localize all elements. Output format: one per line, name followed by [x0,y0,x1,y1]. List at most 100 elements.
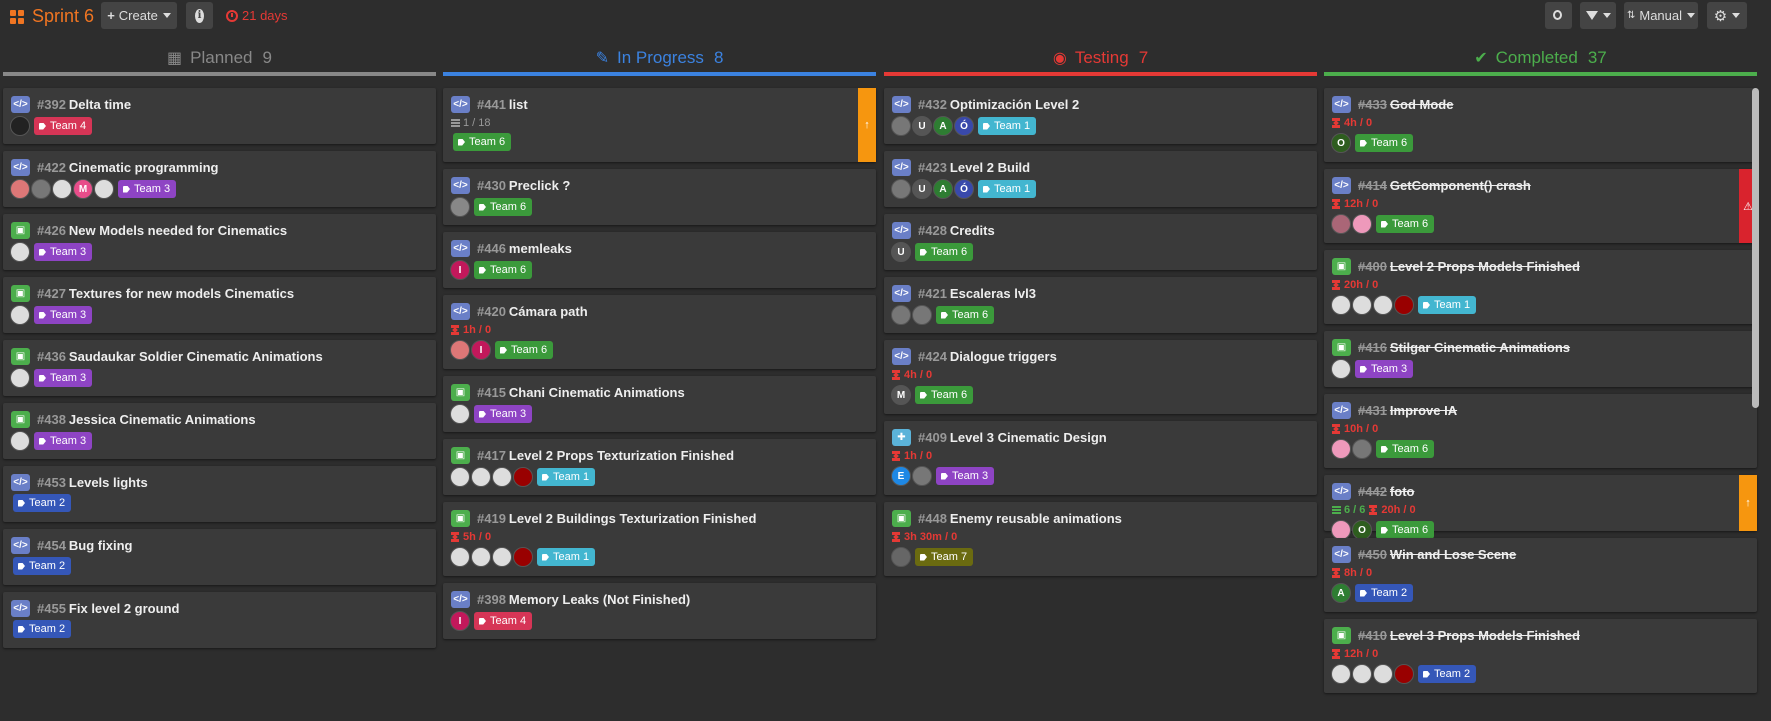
avatar[interactable] [1394,664,1414,684]
avatar[interactable] [1331,520,1351,540]
task-card[interactable]: </> #450 Win and Lose Scene 8h / 0 A Team 2 [1324,538,1757,612]
scrollbar[interactable] [1752,88,1759,408]
create-button[interactable]: + Create [101,2,177,29]
column-header[interactable]: ✎ In Progress 8 [443,44,876,76]
avatar[interactable] [492,467,512,487]
team-tag[interactable]: Team 1 [537,468,596,486]
avatar[interactable] [31,179,51,199]
avatar[interactable] [1352,439,1372,459]
avatar[interactable] [1352,214,1372,234]
team-tag[interactable]: Team 2 [13,494,72,512]
avatar[interactable] [1331,359,1351,379]
avatar[interactable] [513,467,533,487]
avatar[interactable] [891,179,911,199]
team-tag[interactable]: Team 6 [495,341,554,359]
avatar[interactable] [10,368,30,388]
team-tag[interactable]: Team 1 [978,180,1037,198]
avatar[interactable] [1331,214,1351,234]
avatar[interactable] [1373,664,1393,684]
task-card[interactable]: </> #430 Preclick ? Team 6 [443,169,876,225]
team-tag[interactable]: Team 7 [915,548,974,566]
task-card[interactable]: </> #455 Fix level 2 ground Team 2 [3,592,436,648]
team-tag[interactable]: Team 2 [13,620,72,638]
avatar[interactable] [10,305,30,325]
avatar[interactable] [450,197,470,217]
avatar[interactable] [1331,295,1351,315]
team-tag[interactable]: Team 3 [118,180,177,198]
avatar[interactable] [1331,439,1351,459]
avatar[interactable]: Ó [954,179,974,199]
column-header[interactable]: ◉ Testing 7 [884,44,1317,76]
avatar[interactable]: U [891,242,911,262]
team-tag[interactable]: Team 6 [1376,440,1435,458]
column-header[interactable]: ✔ Completed 37 [1324,44,1757,76]
task-card[interactable]: ✚ #409 Level 3 Cinematic Design 1h / 0 E Team… [884,421,1317,495]
task-card[interactable]: ▣ #427 Textures for new models Cinematics T… [3,277,436,333]
team-tag[interactable]: Team 1 [978,117,1037,135]
team-tag[interactable]: Team 6 [474,198,533,216]
avatar[interactable]: A [933,116,953,136]
task-card[interactable]: </> #424 Dialogue triggers 4h / 0 M Team 6 [884,340,1317,414]
avatar[interactable] [450,404,470,424]
task-card[interactable]: </> #442 foto 6 / 6 20h / 0 O Team 6 ↑ [1324,475,1757,540]
avatar[interactable] [10,431,30,451]
task-card[interactable]: ▣ #416 Stilgar Cinematic Animations Team 3 [1324,331,1757,387]
avatar[interactable]: I [450,611,470,631]
avatar[interactable]: O [1331,133,1351,153]
avatar[interactable] [94,179,114,199]
task-card[interactable]: </> #432 Optimización Level 2 U A Ó Team 1 [884,88,1317,144]
team-tag[interactable]: Team 6 [453,133,512,151]
team-tag[interactable]: Team 3 [34,432,93,450]
task-card[interactable]: </> #392 Delta time Team 4 [3,88,436,144]
avatar[interactable] [471,467,491,487]
avatar[interactable]: I [450,260,470,280]
task-card[interactable]: </> #398 Memory Leaks (Not Finished) I Team … [443,583,876,639]
team-tag[interactable]: Team 6 [1355,134,1414,152]
task-card[interactable]: </> #428 Credits U Team 6 [884,214,1317,270]
avatar[interactable] [891,547,911,567]
task-card[interactable]: ▣ #448 Enemy reusable animations 3h 30m / 0… [884,502,1317,576]
team-tag[interactable]: Team 6 [474,261,533,279]
settings-button[interactable]: ⚙ [1707,2,1747,29]
task-card[interactable]: ▣ #415 Chani Cinematic Animations Team 3 [443,376,876,432]
avatar[interactable] [450,547,470,567]
avatar[interactable] [471,547,491,567]
task-card[interactable]: ▣ #410 Level 3 Props Models Finished 12h / … [1324,619,1757,693]
info-button[interactable]: i [186,2,213,29]
team-tag[interactable]: Team 2 [1418,665,1477,683]
task-card[interactable]: </> #433 God Mode 4h / 0 O Team 6 [1324,88,1757,162]
task-card[interactable]: ▣ #426 New Models needed for Cinematics Tea… [3,214,436,270]
filter-button[interactable] [1580,2,1616,29]
team-tag[interactable]: Team 4 [34,117,93,135]
team-tag[interactable]: Team 4 [474,612,533,630]
team-tag[interactable]: Team 3 [34,243,93,261]
task-card[interactable]: </> #422 Cinematic programming M Team 3 [3,151,436,207]
avatar[interactable] [891,305,911,325]
avatar[interactable] [1373,295,1393,315]
sprint-selector[interactable]: Sprint 6 [10,6,94,27]
task-card[interactable]: </> #420 Cámara path 1h / 0 I Team 6 [443,295,876,369]
task-card[interactable]: </> #453 Levels lights Team 2 [3,466,436,522]
team-tag[interactable]: Team 3 [936,467,995,485]
task-card[interactable]: ▣ #438 Jessica Cinematic Animations Team 3 [3,403,436,459]
avatar[interactable]: E [891,466,911,486]
team-tag[interactable]: Team 3 [1355,360,1414,378]
avatar[interactable]: U [912,179,932,199]
avatar[interactable]: A [1331,583,1351,603]
avatar[interactable] [1352,664,1372,684]
task-card[interactable]: </> #431 Improve IA 10h / 0 Team 6 [1324,394,1757,468]
team-tag[interactable]: Team 2 [1355,584,1414,602]
task-card[interactable]: ▣ #400 Level 2 Props Models Finished 20h / … [1324,250,1757,324]
task-card[interactable]: ▣ #419 Level 2 Buildings Texturization Fin… [443,502,876,576]
task-card[interactable]: ▣ #436 Saudaukar Soldier Cinematic Animati… [3,340,436,396]
task-card[interactable]: </> #414 GetComponent() crash 12h / 0 Team 6… [1324,169,1757,243]
team-tag[interactable]: Team 1 [1418,296,1477,314]
task-card[interactable]: </> #423 Level 2 Build U A Ó Team 1 [884,151,1317,207]
team-tag[interactable]: Team 2 [13,557,72,575]
avatar[interactable] [492,547,512,567]
avatar[interactable] [891,116,911,136]
team-tag[interactable]: Team 1 [537,548,596,566]
team-tag[interactable]: Team 3 [474,405,533,423]
avatar[interactable] [1352,295,1372,315]
avatar[interactable]: M [73,179,93,199]
